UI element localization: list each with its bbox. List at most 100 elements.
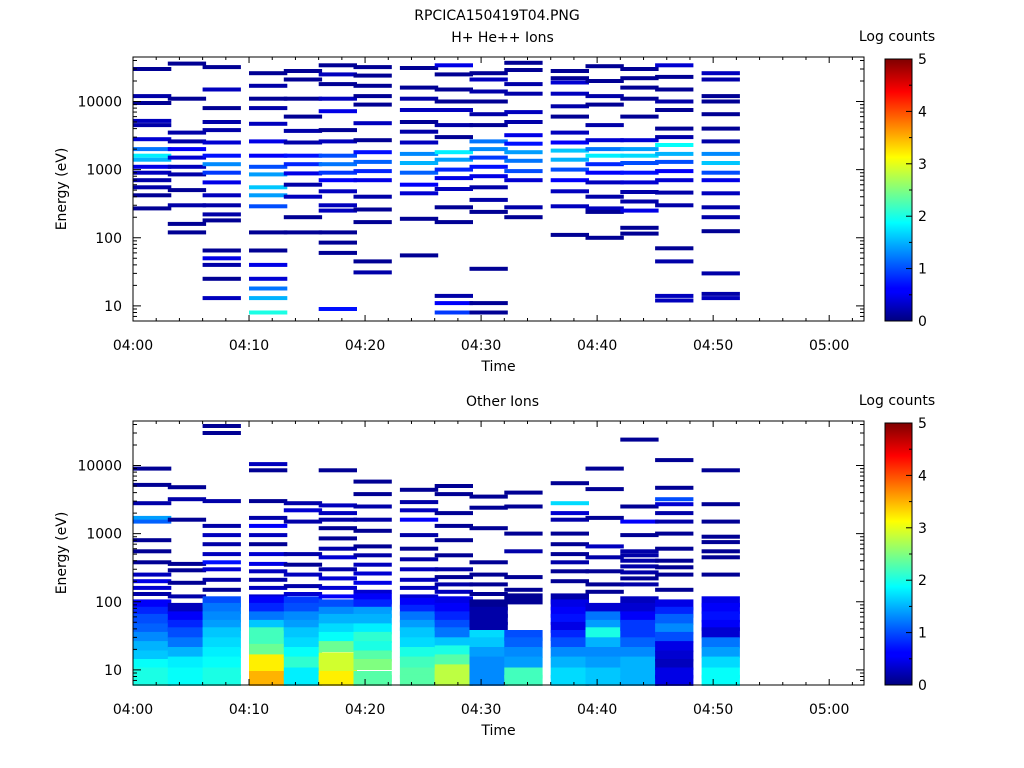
heatmap-cell [167, 155, 207, 160]
plot-frame [132, 420, 865, 686]
heatmap-cell [202, 567, 241, 572]
heatmap-cell [469, 674, 508, 686]
heatmap-cell [655, 178, 694, 183]
heatmap-cell [701, 139, 740, 144]
heatmap-cell [469, 139, 508, 144]
heatmap-cell [655, 143, 694, 147]
heatmap-cell [585, 544, 624, 549]
heatmap-cell [585, 589, 624, 594]
heatmap-cell [620, 667, 659, 679]
heatmap-cell [620, 138, 659, 143]
heatmap-cell [434, 99, 473, 104]
colorbar-tick-label: 2 [918, 573, 927, 589]
x-tick-label: 05:00 [809, 702, 849, 718]
heatmap-cell [620, 153, 659, 158]
heatmap-cell [399, 557, 439, 562]
heatmap-cell [133, 101, 172, 105]
heatmap-cell [504, 82, 543, 87]
heatmap-cell [318, 189, 357, 194]
heatmap-cell [318, 546, 357, 551]
heatmap-cell [167, 230, 207, 235]
colorbar: 0 1 2 3 4 5 Log counts [859, 393, 935, 694]
heatmap-cell [469, 77, 508, 82]
heatmap-cell [202, 587, 241, 592]
heatmap-cell [655, 511, 694, 516]
heatmap-cell [469, 599, 508, 611]
heatmap-cell [434, 674, 473, 686]
heatmap-cell [202, 596, 241, 608]
heatmap-cell [283, 69, 323, 73]
heatmap-cell [249, 552, 288, 557]
heatmap-cell [655, 108, 694, 112]
heatmap-cell [399, 597, 439, 609]
x-tick-label: 04:50 [693, 702, 733, 718]
heatmap-cell [620, 674, 659, 686]
heatmap-cell [655, 623, 694, 635]
heatmap-cell [469, 505, 508, 510]
heatmap-cell [701, 71, 740, 76]
heatmap-cell [550, 501, 589, 506]
y-tick-label: 1000 [86, 527, 122, 543]
colorbar-tick-label: 0 [918, 314, 927, 330]
heatmap-cell [399, 667, 439, 679]
heatmap-cell [469, 123, 508, 128]
heatmap-cell [550, 69, 589, 73]
heatmap-cell [249, 153, 288, 158]
heatmap-cell [353, 479, 392, 484]
heatmap-cell [249, 515, 288, 520]
heatmap-cell [655, 74, 694, 79]
heatmap-cell [202, 674, 241, 686]
heatmap-cell [469, 560, 508, 565]
heatmap-cell [504, 178, 543, 183]
heatmap-cell [353, 94, 392, 99]
heatmap-cell [249, 276, 288, 281]
heatmap-cell [133, 599, 172, 611]
heatmap-cell [585, 555, 624, 560]
heatmap-cell [550, 114, 589, 119]
heatmap-cell [701, 519, 740, 524]
heatmap-cell [318, 250, 357, 255]
heatmap-cell [202, 533, 241, 538]
heatmap-cell [701, 674, 740, 686]
heatmap-cell [399, 108, 439, 112]
heatmap-cell [434, 310, 473, 315]
heatmap-cell [434, 187, 473, 191]
heatmap-cell [167, 485, 207, 490]
heatmap-cell [249, 542, 288, 547]
heatmap-cells [133, 424, 740, 686]
heatmap-cell [620, 570, 659, 575]
heatmap-cell [249, 106, 288, 111]
heatmap-cell [469, 667, 508, 679]
heatmap-cell [318, 230, 357, 235]
heatmap-cell [353, 207, 392, 212]
heatmap-cell [249, 172, 288, 177]
heatmap-cell [701, 619, 740, 631]
heatmap-cell [133, 170, 172, 175]
heatmap-cell [655, 485, 694, 490]
heatmap-cell [249, 619, 288, 631]
colorbar-tick-label: 4 [918, 104, 927, 120]
heatmap-cell [399, 611, 439, 623]
heatmap-cell [399, 567, 439, 572]
heatmap-cell [655, 298, 694, 303]
heatmap-cell [469, 174, 508, 179]
heatmap-cell [550, 613, 589, 625]
heatmap-cell [550, 531, 589, 536]
heatmap-cell [167, 627, 207, 639]
heatmap-cell [550, 621, 589, 633]
heatmap-cell [701, 112, 740, 117]
heatmap-cell [469, 99, 508, 104]
heatmap-cell [399, 120, 439, 124]
heatmap-cell [167, 188, 207, 193]
heatmap-cell [585, 515, 624, 520]
heatmap-cell [434, 157, 473, 162]
heatmap-cell [701, 77, 740, 82]
heatmap-cell [318, 170, 357, 175]
heatmap-cell [434, 553, 473, 558]
heatmap-cell [133, 137, 172, 142]
heatmap-cell [133, 515, 172, 520]
heatmap-cell [550, 674, 589, 686]
heatmap-cell [550, 80, 589, 85]
heatmap-cell [655, 558, 694, 563]
heatmap-cell [167, 164, 207, 169]
